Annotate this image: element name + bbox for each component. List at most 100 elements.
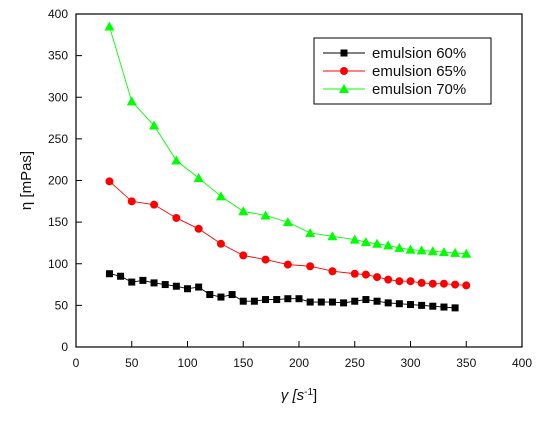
legend-items: emulsion 60%emulsion 65%emulsion 70% (323, 45, 466, 98)
series-3-point-6 (215, 191, 226, 201)
legend-item-1: emulsion 60% (323, 45, 466, 62)
x-axis-title-main: γ [s (281, 387, 305, 404)
series-3-point-4 (171, 155, 182, 165)
series-2-point-6 (216, 239, 225, 248)
series-2-point-19 (428, 279, 437, 288)
series-3-point-3 (149, 120, 160, 130)
series-2-point-5 (194, 224, 203, 233)
series-1-point-1 (105, 270, 113, 278)
legend-label-3: emulsion 70% (372, 81, 466, 98)
series-1-point-7 (172, 282, 180, 290)
series-1-point-22 (340, 299, 348, 307)
series-1-point-2 (117, 272, 125, 280)
series-1-point-31 (440, 303, 448, 311)
series-1-point-24 (362, 296, 370, 304)
series-1-point-23 (351, 297, 359, 305)
series-1-point-32 (451, 304, 459, 312)
series-2-point-22 (462, 281, 471, 290)
x-axis-title: γ [s-1] (281, 387, 317, 404)
y-tick-50-label: 50 (55, 298, 69, 312)
series-1-point-28 (407, 301, 414, 309)
legend-label-1: emulsion 60% (372, 45, 466, 62)
y-tick-400-label: 400 (48, 7, 68, 21)
series-1-point-16 (273, 296, 281, 304)
series-3-point-22 (461, 248, 472, 258)
series-1-point-8 (184, 285, 191, 293)
series-1-point-26 (384, 299, 392, 307)
series-1-point-27 (395, 300, 403, 308)
series-3-point-16 (394, 242, 405, 252)
series-3-point-5 (193, 173, 204, 183)
series-2-point-9 (283, 260, 292, 269)
x-tick-200-label: 200 (289, 356, 309, 370)
series-1-point-19 (306, 298, 314, 306)
series-3-point-8 (260, 210, 271, 220)
series-2-point-12 (350, 269, 359, 278)
series-1-point-25 (373, 297, 381, 305)
series-3 (104, 21, 472, 258)
series-3-point-9 (282, 217, 293, 227)
x-tick-0-label: 0 (73, 356, 80, 370)
series-3-point-20 (438, 247, 449, 257)
y-tick-150-label: 150 (48, 215, 68, 229)
series-1-point-17 (284, 295, 292, 303)
x-axis-title-suffix: ] (313, 387, 317, 404)
series-1-point-9 (195, 283, 203, 291)
series-2-point-7 (239, 251, 248, 260)
series-3-point-18 (416, 245, 427, 255)
x-tick-300-label: 300 (400, 356, 420, 370)
series-2-point-20 (439, 279, 448, 288)
series-1-point-30 (429, 302, 437, 310)
legend-label-2: emulsion 65% (372, 63, 466, 80)
y-tick-0-label: 0 (61, 340, 68, 354)
series-3-point-10 (305, 227, 316, 237)
x-tick-250-label: 250 (345, 356, 365, 370)
series-2-point-10 (306, 262, 315, 271)
y-axis-ticks: 0 50 100 150 200 250 300 350 400 (48, 7, 82, 354)
series-2-point-21 (451, 280, 460, 289)
legend-item-3: emulsion 70% (323, 81, 466, 98)
series-3-point-12 (349, 234, 360, 244)
series-1-line (109, 273, 456, 309)
series-2-point-1 (105, 177, 114, 186)
series-3-point-7 (238, 206, 249, 216)
series-2-point-15 (384, 275, 393, 284)
series-3-point-1 (104, 21, 115, 31)
series-2-point-14 (373, 273, 382, 282)
series-2-point-13 (361, 270, 370, 279)
series-2-line (109, 180, 467, 286)
y-tick-250-label: 250 (48, 132, 68, 146)
series-3-point-2 (126, 96, 137, 106)
series-3-point-13 (360, 237, 371, 247)
series-2-point-2 (127, 197, 136, 206)
series-1-point-3 (128, 278, 136, 286)
series-3-point-15 (383, 240, 394, 250)
series-1 (105, 270, 459, 312)
x-tick-400-label: 400 (512, 356, 532, 370)
series-3-point-21 (450, 247, 461, 257)
y-tick-300-label: 300 (48, 90, 68, 104)
legend-swatch-marker-3 (339, 84, 349, 93)
series-1-point-20 (317, 298, 325, 306)
x-tick-350-label: 350 (456, 356, 476, 370)
series-1-point-29 (418, 301, 426, 309)
x-tick-50-label: 50 (125, 356, 139, 370)
series-2-point-8 (261, 255, 270, 264)
series-3-point-11 (327, 231, 338, 241)
series-1-point-18 (295, 295, 303, 303)
x-axis-ticks: 0 50 100 150 200 250 300 350 400 (73, 341, 532, 370)
series-1-point-14 (250, 297, 258, 305)
legend-item-2: emulsion 65% (323, 63, 466, 80)
series-2-point-17 (406, 277, 415, 286)
x-tick-100-label: 100 (177, 356, 197, 370)
series-1-point-12 (228, 291, 236, 299)
series-2-point-3 (150, 200, 159, 209)
series-3-line (109, 26, 467, 255)
series-1-point-4 (139, 276, 147, 284)
series-1-point-13 (239, 297, 247, 305)
series-2-point-11 (328, 267, 337, 276)
y-tick-200-label: 200 (48, 174, 68, 188)
legend-swatch-marker-2 (340, 67, 348, 75)
